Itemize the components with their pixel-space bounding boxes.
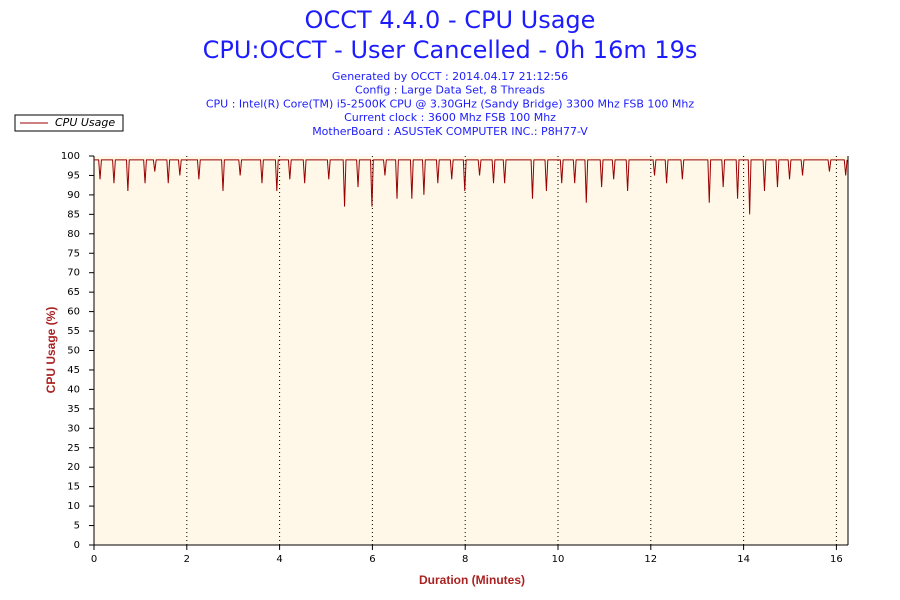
- y-tick-label: 50: [67, 346, 80, 357]
- y-tick-label: 70: [67, 268, 80, 279]
- y-tick-label: 35: [67, 404, 80, 415]
- x-tick-label: 4: [276, 554, 282, 565]
- y-tick-label: 10: [67, 501, 80, 512]
- y-tick-label: 30: [67, 423, 80, 434]
- x-tick-label: 14: [737, 554, 750, 565]
- y-tick-label: 20: [67, 462, 80, 473]
- y-tick-label: 100: [61, 151, 80, 162]
- chart-title: OCCT 4.4.0 - CPU Usage: [305, 6, 596, 34]
- info-line: Generated by OCCT : 2014.04.17 21:12:56: [332, 70, 568, 83]
- x-tick-label: 0: [91, 554, 97, 565]
- y-axis-label: CPU Usage (%): [44, 307, 58, 394]
- info-line: Current clock : 3600 Mhz FSB 100 Mhz: [344, 111, 556, 124]
- x-tick-label: 2: [184, 554, 190, 565]
- info-line: Config : Large Data Set, 8 Threads: [355, 84, 545, 97]
- x-tick-label: 16: [830, 554, 843, 565]
- y-tick-label: 75: [67, 248, 80, 259]
- x-tick-label: 12: [644, 554, 657, 565]
- y-tick-label: 45: [67, 365, 80, 376]
- y-tick-label: 80: [67, 229, 80, 240]
- x-tick-label: 10: [552, 554, 565, 565]
- y-tick-label: 60: [67, 307, 80, 318]
- info-line: CPU : Intel(R) Core(TM) i5-2500K CPU @ 3…: [206, 97, 694, 110]
- x-axis-label: Duration (Minutes): [419, 573, 525, 587]
- y-tick-label: 15: [67, 482, 80, 493]
- info-line: MotherBoard : ASUSTeK COMPUTER INC.: P8H…: [312, 125, 588, 138]
- plot-area: [94, 156, 848, 545]
- legend-label: CPU Usage: [55, 116, 115, 129]
- y-tick-label: 65: [67, 287, 80, 298]
- y-tick-label: 5: [74, 521, 80, 532]
- y-tick-label: 0: [74, 540, 80, 551]
- x-tick-label: 8: [462, 554, 468, 565]
- data-line: [94, 159, 848, 215]
- chart-subtitle: CPU:OCCT - User Cancelled - 0h 16m 19s: [203, 36, 698, 64]
- x-tick-label: 6: [369, 554, 375, 565]
- y-tick-label: 90: [67, 190, 80, 201]
- y-tick-label: 95: [67, 170, 80, 181]
- y-tick-label: 40: [67, 384, 80, 395]
- y-tick-label: 85: [67, 209, 80, 220]
- y-tick-label: 55: [67, 326, 80, 337]
- legend-box: [14, 114, 124, 132]
- y-tick-label: 25: [67, 443, 80, 454]
